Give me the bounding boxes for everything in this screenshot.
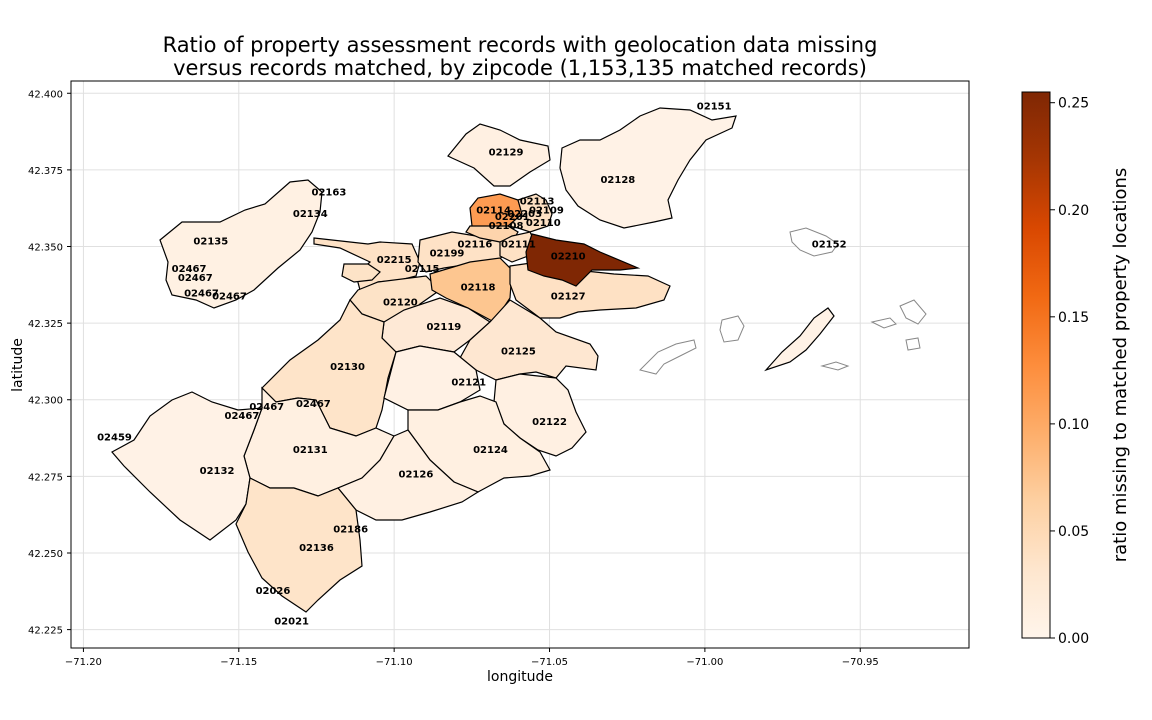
- zipcode-label: 02199: [430, 249, 465, 260]
- zipcode-label: 02114: [476, 206, 511, 217]
- zipcode-label: 02136: [299, 543, 334, 554]
- colorbar-ticks: 0.00 0.05 0.10 0.15 0.20 0.25: [1050, 96, 1089, 647]
- colorbar-tick-label: 0.10: [1058, 417, 1089, 433]
- zipcode-label: 02467: [178, 273, 213, 284]
- zipcode-label: 02467: [184, 288, 219, 299]
- x-tick-label: −70.95: [842, 657, 879, 668]
- zipcode-labels: 02151 02129 02128 02163 02134 02135 02114 02113…: [97, 102, 847, 628]
- island-shape: [341, 263, 381, 283]
- zipcode-label: 02467: [225, 411, 260, 422]
- zipcode-label: 02108: [489, 221, 524, 232]
- zipcode-label: 02467: [296, 399, 331, 410]
- island-shape: [764, 307, 835, 372]
- zipcode-label: 02026: [256, 586, 291, 597]
- colorbar-tick-label: 0.05: [1058, 524, 1089, 540]
- island-shape: [870, 317, 897, 329]
- zipcode-label: 02134: [293, 209, 328, 220]
- zipcode-label: 02459: [97, 433, 132, 444]
- region-shape: [383, 345, 481, 411]
- zipcode-label: 02130: [330, 362, 365, 373]
- region-shape: [525, 233, 641, 287]
- region-shape: [111, 391, 263, 541]
- zipcode-label: 02186: [333, 524, 368, 535]
- zipcode-label: 02467: [172, 264, 207, 275]
- zipcode-label: 02109: [529, 206, 564, 217]
- island-shape: [899, 299, 927, 325]
- zipcode-label: 02132: [200, 466, 235, 477]
- colorbar-label: ratio missing to matched property locati…: [1110, 168, 1131, 563]
- plot-frame: [70, 80, 970, 649]
- colorbar: [1021, 91, 1051, 639]
- zipcode-label: 02125: [501, 347, 536, 358]
- region-shape: [235, 477, 363, 613]
- zipcode-label: 02128: [600, 175, 635, 186]
- region-shape: [159, 179, 323, 309]
- zipcode-label: 02127: [551, 292, 586, 303]
- zipcode-label: 02126: [399, 469, 434, 480]
- y-tick-label: 42.325: [28, 319, 63, 330]
- y-tick-label: 42.400: [28, 89, 63, 100]
- zipcode-label: 02110: [526, 218, 561, 229]
- y-tick-label: 42.350: [28, 243, 63, 254]
- y-tick-label: 42.225: [28, 626, 63, 637]
- zipcode-label: 02152: [812, 239, 847, 250]
- chart-title-line2: versus records matched, by zipcode (1,15…: [173, 56, 867, 80]
- zipcode-label: 02203: [507, 209, 542, 220]
- chart-title-line1: Ratio of property assessment records wit…: [163, 33, 878, 57]
- zipcode-label: 02210: [551, 252, 586, 263]
- x-axis-label: longitude: [487, 669, 553, 685]
- island-shape: [905, 337, 921, 351]
- axes: −71.20 −71.15 −71.10 −71.05 −71.00 −70.95 42.2…: [28, 89, 879, 668]
- y-tick-label: 42.250: [28, 549, 63, 560]
- y-tick-label: 42.375: [28, 166, 63, 177]
- region-shape: [447, 123, 551, 187]
- zipcode-label: 02113: [520, 197, 555, 208]
- y-tick-label: 42.275: [28, 472, 63, 483]
- zipcode-label: 02124: [473, 445, 508, 456]
- zipcode-regions: [111, 107, 927, 613]
- zipcode-label: 02111: [501, 239, 536, 250]
- y-tick-label: 42.300: [28, 396, 63, 407]
- colorbar-tick-label: 0.20: [1058, 203, 1089, 219]
- zipcode-label: 02129: [489, 147, 524, 158]
- colorbar-tick-label: 0.00: [1058, 631, 1089, 647]
- y-axis-label: latitude: [10, 338, 26, 392]
- x-tick-label: −71.05: [531, 657, 568, 668]
- x-tick-label: −71.00: [686, 657, 723, 668]
- region-shape: [559, 107, 737, 229]
- region-shape: [337, 429, 480, 521]
- island-shape: [639, 339, 697, 375]
- colorbar-tick-label: 0.25: [1058, 96, 1089, 112]
- zipcode-label: 02131: [293, 445, 328, 456]
- region-shape: [506, 193, 553, 233]
- island-shape: [820, 361, 850, 371]
- zipcode-label: 02116: [458, 239, 493, 250]
- colorbar-tick-label: 0.15: [1058, 310, 1089, 326]
- zipcode-label: 02215: [377, 255, 412, 266]
- zipcode-label: 02122: [532, 417, 567, 428]
- zipcode-label: 02467: [212, 292, 247, 303]
- x-tick-label: −71.20: [65, 657, 102, 668]
- island-shape: [719, 315, 745, 343]
- zipcode-label: 02467: [249, 402, 284, 413]
- zipcode-label: 02021: [274, 616, 309, 627]
- zipcode-label: 02163: [312, 187, 347, 198]
- x-tick-label: −71.10: [376, 657, 413, 668]
- zipcode-label: 02119: [426, 322, 461, 333]
- zipcode-label: 02135: [193, 236, 228, 247]
- zipcode-label: 02201: [495, 212, 530, 223]
- zipcode-label: 02151: [697, 102, 732, 113]
- zipcode-label: 02118: [461, 282, 496, 293]
- zipcode-label: 02120: [383, 298, 418, 309]
- zipcode-label: 02115: [405, 264, 440, 275]
- zipcode-label: 02121: [451, 377, 486, 388]
- island-shape: [789, 227, 839, 257]
- x-tick-label: −71.15: [220, 657, 257, 668]
